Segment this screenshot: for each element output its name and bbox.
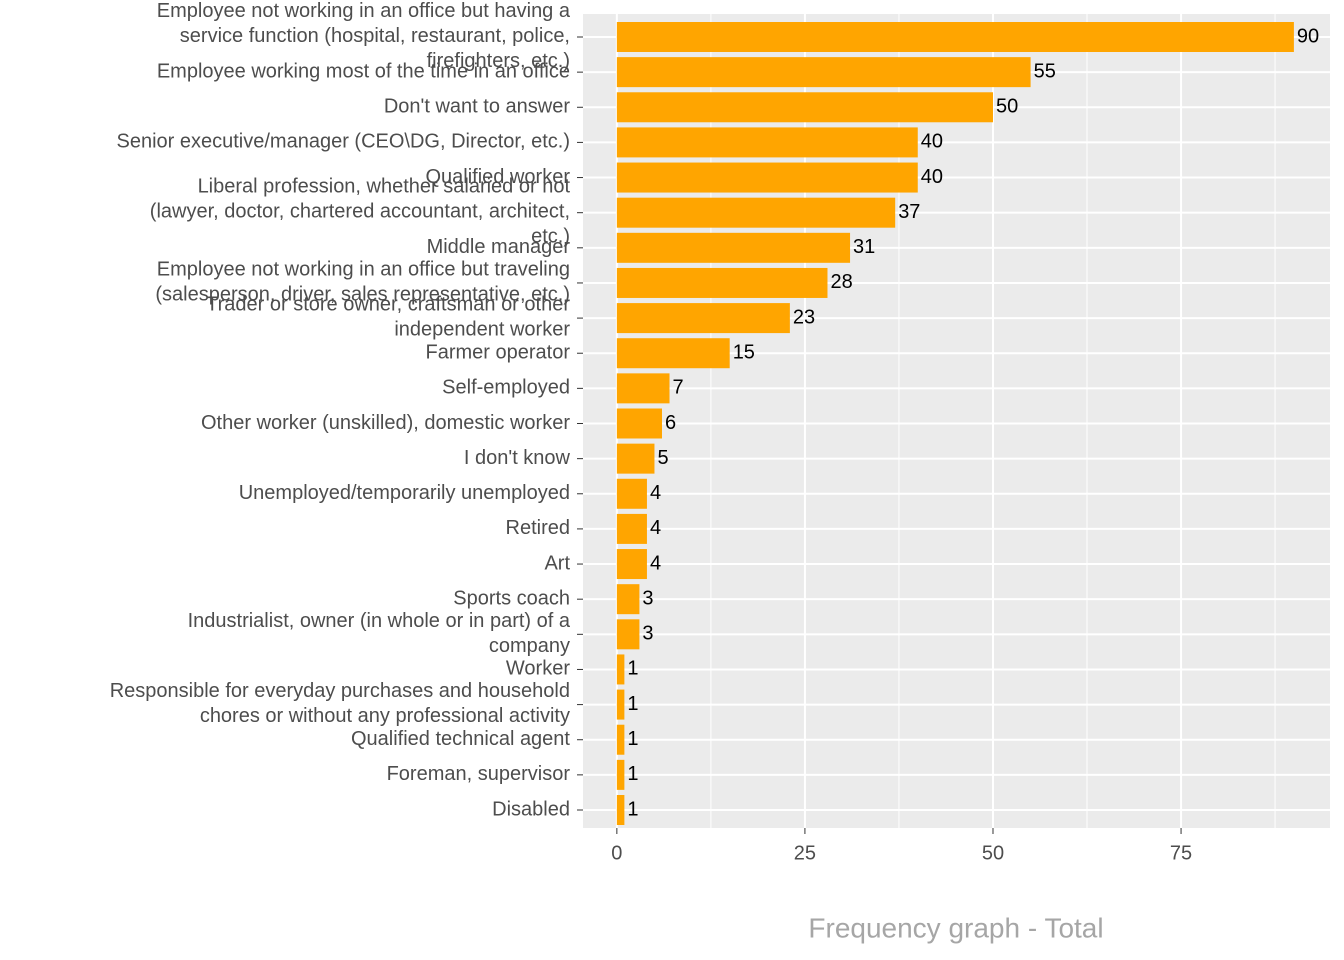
value-label: 55 [1034,60,1056,82]
bar [616,127,918,158]
bar [616,408,662,439]
bar [616,654,625,685]
x-tick-label: 50 [982,842,1004,864]
value-label: 3 [642,623,653,645]
bar [616,549,647,580]
x-tick-label: 0 [611,842,622,864]
value-label: 6 [665,412,676,434]
value-label: 1 [627,693,638,715]
bar [616,303,790,334]
bar [616,795,625,825]
bar [616,689,625,720]
bar [616,513,647,544]
value-label: 90 [1297,25,1319,47]
y-tick-label: Employee not working in an office but tr… [155,259,570,306]
y-tick-label: Middle manager [427,236,571,258]
bar [616,162,918,193]
value-label: 40 [921,131,943,153]
value-label: 4 [650,517,661,539]
y-tick-label: Qualified technical agent [351,728,570,750]
bar [616,197,896,228]
y-tick-label: Sports coach [453,587,570,609]
value-label: 7 [673,377,684,399]
value-label: 23 [793,306,815,328]
y-tick-label: Liberal profession, whether salaried or … [150,176,571,248]
value-label: 28 [830,271,852,293]
bar [616,724,625,755]
value-label: 5 [657,447,668,469]
y-tick-label: Responsible for everyday purchases and h… [110,680,570,727]
value-label: 1 [627,763,638,785]
x-tick-label: 75 [1170,842,1192,864]
y-tick-label: Senior executive/manager (CEO\DG, Direct… [117,131,571,153]
bar [616,338,730,369]
bar [616,267,828,298]
bar [616,22,1294,52]
value-label: 31 [853,236,875,258]
bar [616,584,640,615]
bar [616,478,647,509]
y-tick-label: Industrialist, owner (in whole or in par… [188,610,571,657]
value-label: 4 [650,552,661,574]
y-tick-label: Self-employed [442,377,570,399]
bar [616,759,625,790]
y-tick-label: Employee not working in an office but ha… [157,0,571,72]
y-tick-label: Trader or store owner, craftsman or othe… [206,294,570,341]
value-label: 40 [921,166,943,188]
value-label: 37 [898,201,920,223]
value-label: 4 [650,482,661,504]
bar [616,443,655,474]
y-tick-label: I don't know [464,447,571,469]
y-tick-label: Qualified worker [425,166,570,188]
y-tick-label: Foreman, supervisor [387,763,571,785]
value-label: 3 [642,587,653,609]
chart-title: Frequency graph - Total [808,912,1103,943]
y-tick-label: Retired [506,517,570,539]
y-tick-label: Disabled [492,798,570,820]
value-label: 1 [627,728,638,750]
y-tick-label: Don't want to answer [384,96,570,118]
x-tick-label: 25 [794,842,816,864]
bar [616,232,851,263]
y-tick-label: Art [544,552,570,574]
y-tick-label: Employee working most of the time in an … [157,60,570,82]
value-label: 50 [996,96,1018,118]
y-tick-label: Unemployed/temporarily unemployed [239,482,570,504]
value-label: 1 [627,798,638,820]
bar [616,373,670,404]
y-tick-label: Other worker (unskilled), domestic worke… [201,412,570,434]
y-tick-label: Farmer operator [426,342,571,364]
bar [616,619,640,650]
bar [616,57,1031,88]
y-tick-label: Worker [506,658,570,680]
value-label: 1 [627,658,638,680]
value-label: 15 [733,342,755,364]
bar [616,92,993,123]
